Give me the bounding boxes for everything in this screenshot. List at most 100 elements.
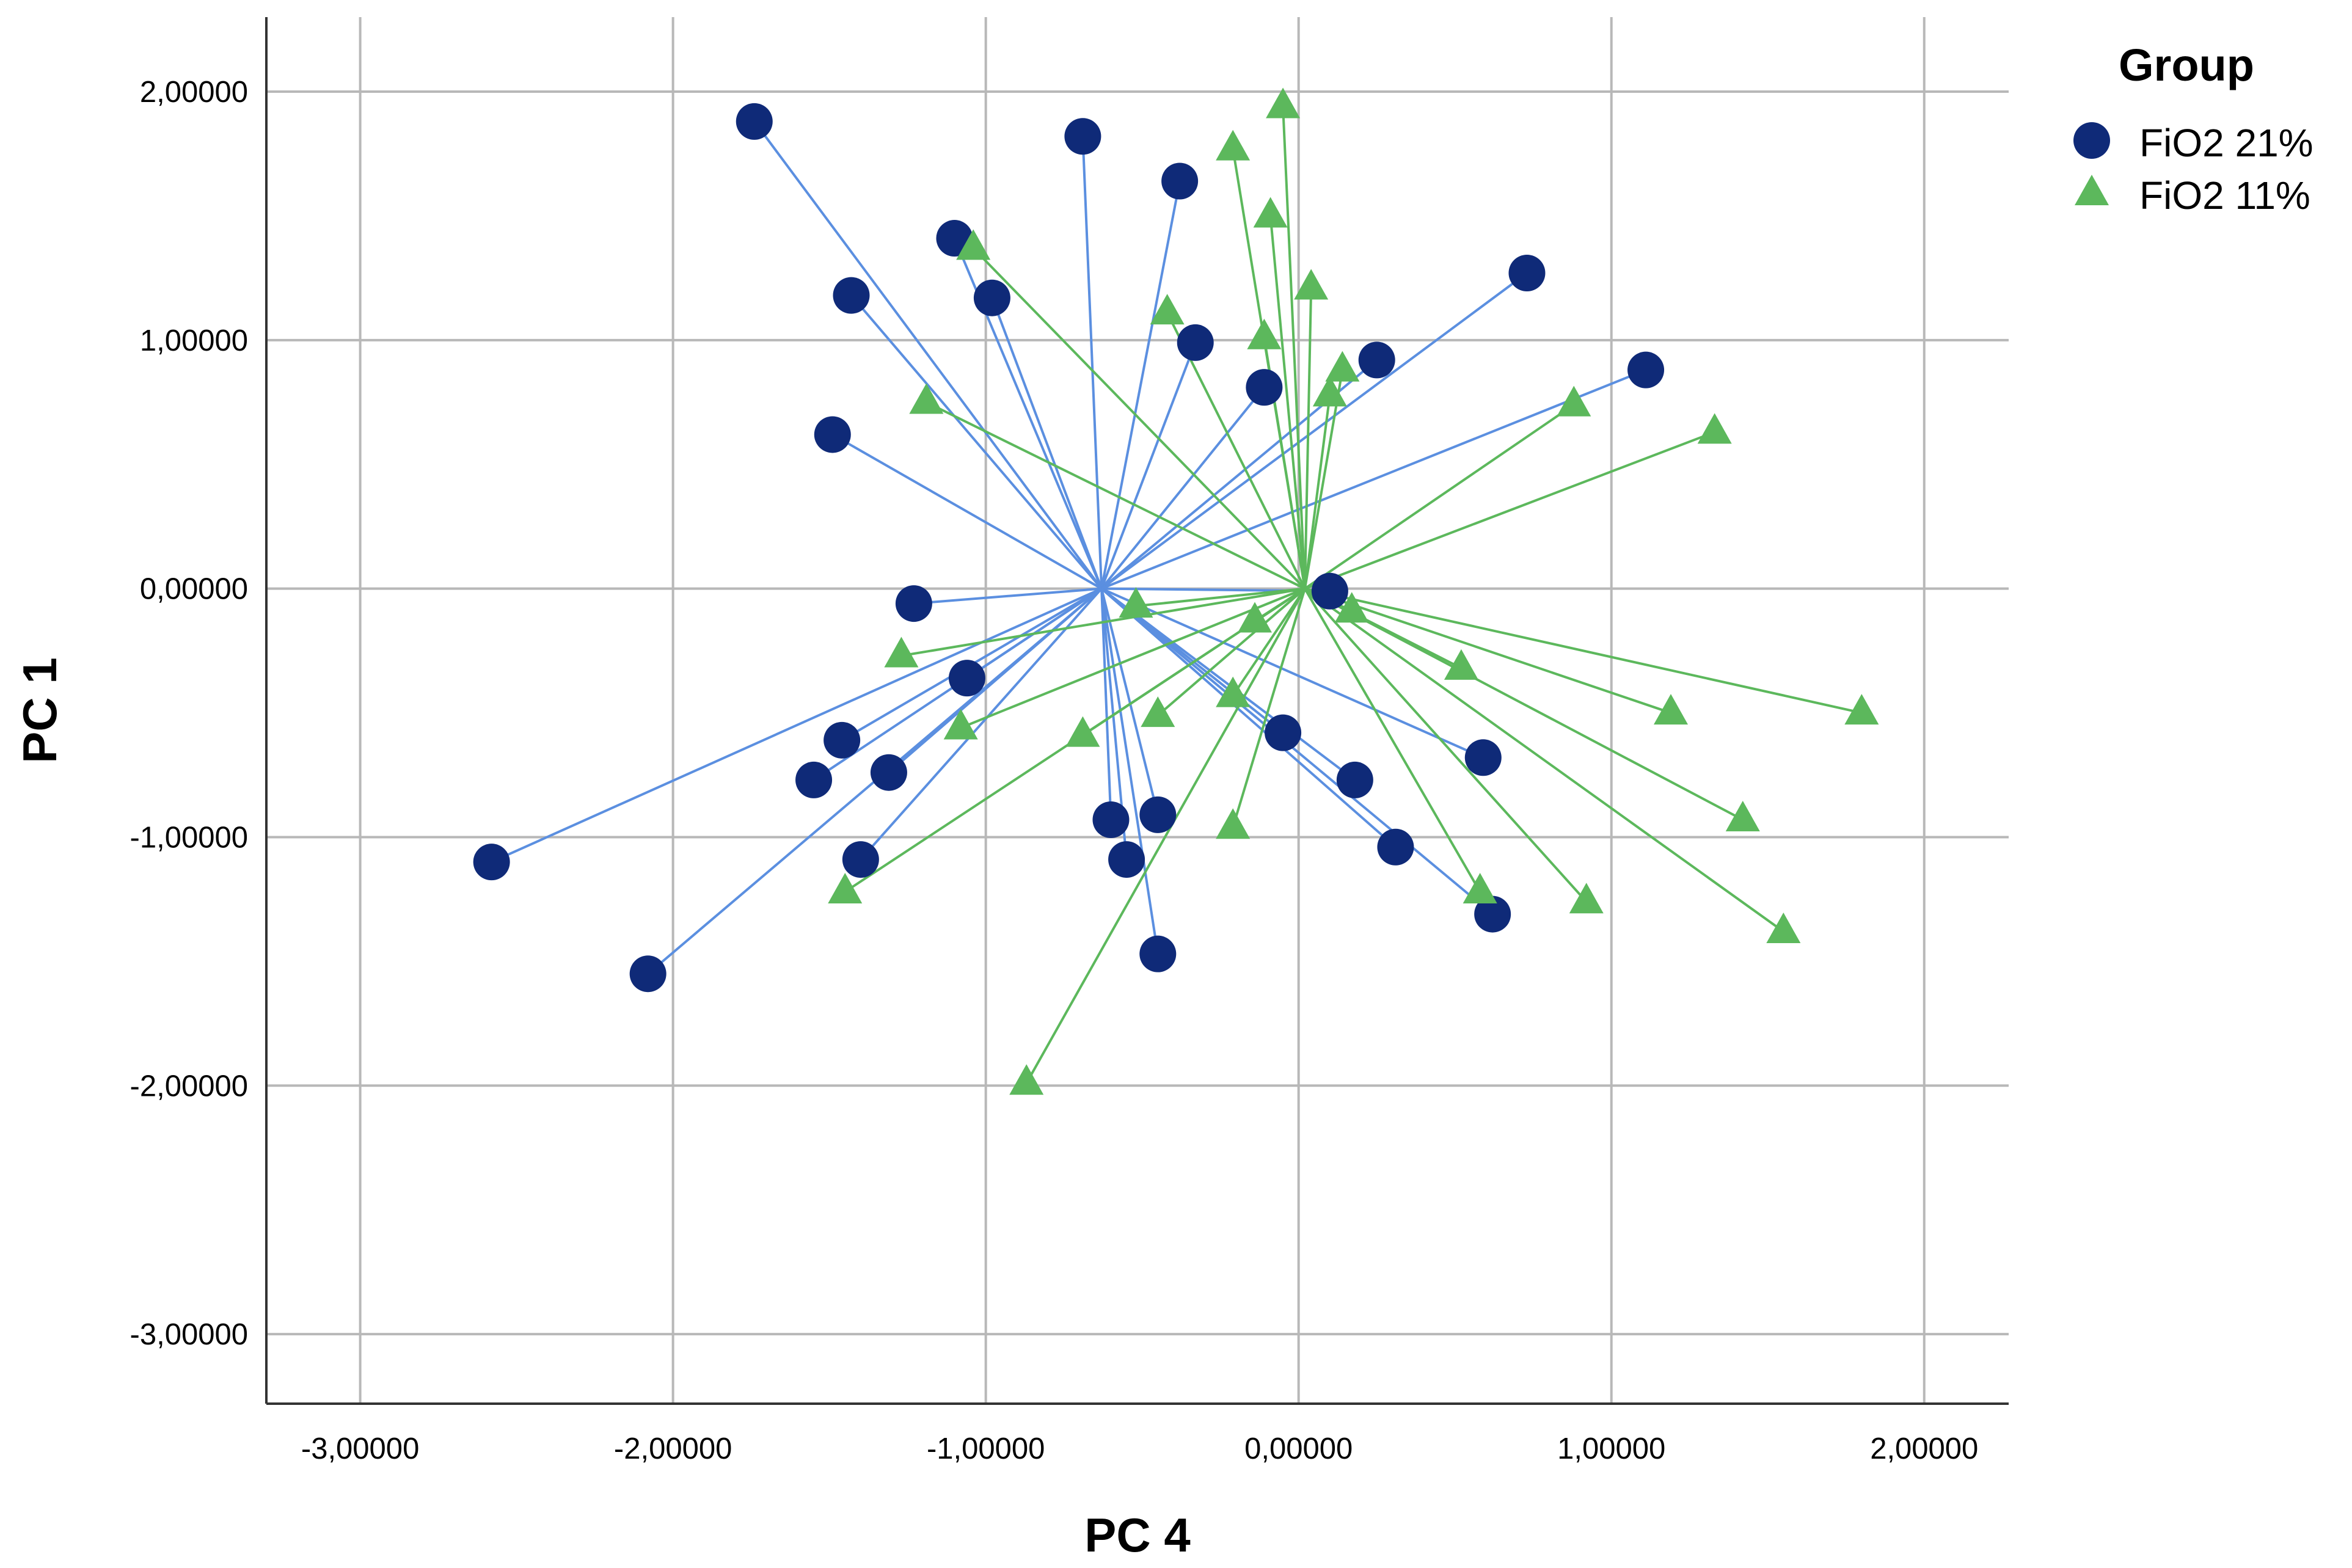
x-axis-title: PC 4 (1084, 1508, 1190, 1562)
series-1-vector (901, 587, 1306, 657)
point-fio2-11 (1216, 129, 1251, 161)
series-0-vector (1100, 588, 1356, 781)
series-0-vector (860, 588, 1103, 861)
point-fio2-21 (473, 844, 510, 881)
series-1-vector (1282, 106, 1306, 589)
point-fio2-21 (948, 660, 985, 697)
series-1-vector (926, 401, 1306, 590)
series-0-vector (1081, 136, 1103, 589)
point-fio2-11 (1216, 676, 1251, 707)
point-fio2-21 (870, 754, 907, 791)
series-0-vector (831, 433, 1103, 590)
x-tick-label: -2,00000 (614, 1432, 732, 1465)
series-1-vector (1025, 588, 1306, 1084)
x-tick-label: 1,00000 (1557, 1432, 1665, 1465)
point-fio2-11 (1312, 376, 1347, 407)
point-fio2-11 (956, 229, 991, 260)
point-fio2-11 (1463, 872, 1497, 903)
point-fio2-21 (1265, 714, 1302, 751)
series-0-vector (1100, 588, 1397, 848)
point-fio2-11 (1766, 913, 1801, 944)
point-fio2-21 (1246, 369, 1283, 406)
legend-label-fio2-21: FiO2 21% (2139, 121, 2314, 165)
series-1-vector (1136, 587, 1306, 608)
point-fio2-21 (1474, 895, 1511, 933)
point-fio2-21 (1139, 796, 1177, 833)
point-fio2-11 (1141, 696, 1175, 727)
series-1-vector (1304, 588, 1784, 933)
point-fio2-21 (895, 585, 932, 622)
series-0-vector (1101, 368, 1646, 590)
y-tick-label: 0,00000 (140, 573, 248, 606)
x-tick-label: -1,00000 (927, 1432, 1045, 1465)
y-tick-label: 1,00000 (140, 324, 248, 357)
point-fio2-11 (1266, 87, 1301, 119)
series-0-vector (1100, 588, 1160, 815)
point-fio2-21 (1377, 828, 1414, 866)
series-1-vector (1303, 288, 1313, 589)
point-fio2-21 (1064, 118, 1101, 155)
y-tick-label: 2,00000 (140, 76, 248, 109)
point-fio2-11 (1294, 269, 1329, 300)
point-fio2-11 (1334, 592, 1369, 623)
point-fio2-21 (795, 761, 833, 798)
series-0-vector (913, 587, 1102, 605)
point-fio2-21 (736, 103, 773, 140)
point-fio2-21 (814, 416, 851, 453)
series-1-vector (1304, 588, 1588, 903)
point-fio2-21 (629, 955, 667, 993)
data-markers (473, 87, 1879, 1095)
series-0-vector (1100, 272, 1528, 590)
point-fio2-21 (842, 841, 879, 878)
series-1-vector (960, 587, 1306, 729)
point-fio2-21 (1336, 761, 1373, 798)
series-1-vector (1156, 588, 1306, 717)
series-1-vector (1304, 587, 1671, 714)
gridlines (266, 17, 2009, 1404)
legend-circle-marker (2073, 122, 2110, 159)
point-fio2-11 (1557, 385, 1591, 417)
legend: Group FiO2 21% FiO2 11% (2073, 40, 2314, 217)
point-fio2-11 (1654, 694, 1689, 725)
series-1-vector (1303, 395, 1331, 589)
point-fio2-11 (828, 872, 863, 903)
point-fio2-11 (1247, 318, 1282, 349)
x-tick-label: 2,00000 (1870, 1432, 1978, 1465)
series-0-vector (850, 294, 1103, 589)
series-0-vector (753, 120, 1103, 589)
point-fio2-21 (824, 721, 861, 759)
series-1-vector (1304, 587, 1744, 821)
series-1-vector (1304, 403, 1575, 590)
series-1-vector (972, 247, 1306, 590)
series-1-vector (1269, 216, 1306, 589)
point-fio2-21 (1464, 739, 1502, 776)
point-fio2-11 (909, 383, 944, 414)
series-1-vector (1304, 431, 1715, 590)
y-axis-title: PC 1 (13, 657, 67, 763)
point-fio2-11 (1444, 649, 1478, 680)
series-1-vector (1304, 587, 1862, 715)
series-1-vector (1232, 588, 1306, 696)
series-0-vector (1100, 386, 1265, 589)
series-0-vector (1101, 587, 1484, 759)
point-fio2-21 (1177, 324, 1214, 361)
legend-triangle-marker (2075, 175, 2109, 205)
point-fio2-11 (1569, 883, 1604, 914)
legend-title: Group (2119, 40, 2254, 90)
point-fio2-21 (1358, 341, 1395, 379)
series-0-vector (1100, 588, 1494, 916)
tick-labels: -3,00000 -2,00000 -1,00000 0,00000 1,00000 2,… (130, 17, 2009, 1465)
point-fio2-21 (1161, 162, 1199, 200)
series-0-vector (991, 297, 1103, 589)
point-fio2-21 (1627, 351, 1665, 388)
centroid-vectors (491, 106, 1862, 1084)
point-fio2-11 (1253, 197, 1288, 228)
point-fio2-11 (1697, 413, 1732, 444)
point-fio2-21 (1508, 255, 1546, 292)
series-0-vector (1100, 588, 1160, 954)
point-fio2-11 (884, 636, 919, 668)
point-fio2-21 (1108, 841, 1145, 878)
y-tick-label: -1,00000 (130, 821, 248, 854)
point-fio2-11 (1325, 351, 1360, 382)
